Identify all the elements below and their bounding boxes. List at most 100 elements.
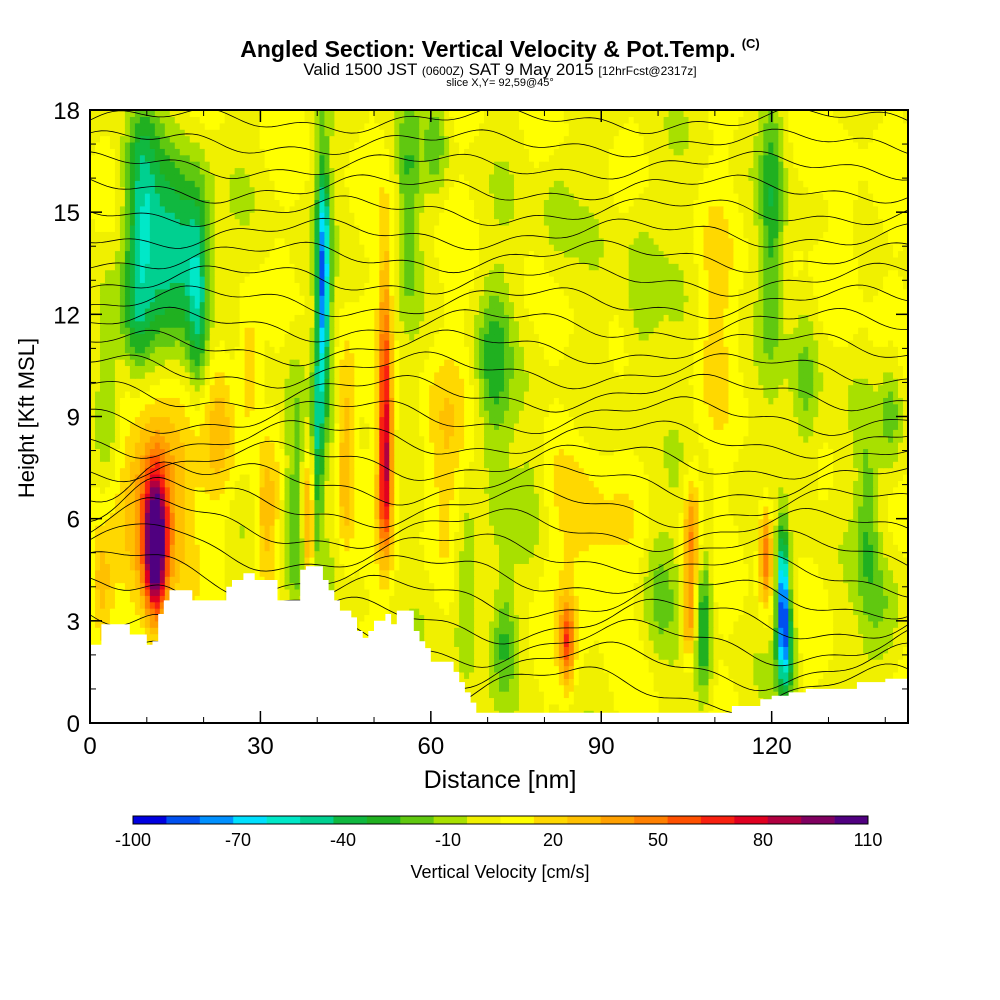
field-cell [548, 659, 555, 667]
field-cell [803, 659, 809, 667]
field-cell [783, 544, 789, 552]
field-cell [873, 576, 879, 584]
field-cell [424, 614, 430, 622]
field-cell [154, 588, 161, 596]
field-cell [419, 588, 425, 596]
field-cell [424, 633, 430, 641]
field-cell [818, 588, 824, 596]
field-cell [698, 684, 705, 692]
field-cell [793, 678, 799, 686]
field-cell [424, 569, 430, 577]
field-cell [703, 550, 710, 558]
field-cell [678, 588, 685, 596]
field-cell [773, 633, 779, 641]
field-cell [449, 550, 455, 558]
field-cell [608, 601, 615, 609]
field-cell [698, 646, 705, 654]
field-cell [279, 563, 286, 571]
field-cell [893, 652, 899, 660]
field-cell [713, 588, 720, 596]
field-cell [479, 703, 485, 711]
field-cell [868, 608, 874, 616]
field-cell [489, 652, 495, 660]
field-cell [738, 639, 744, 647]
field-cell [688, 697, 695, 705]
field-cell [109, 544, 116, 552]
field-cell [189, 595, 196, 603]
field-cell [653, 659, 660, 667]
field-cell [808, 563, 814, 571]
field-cell [633, 665, 640, 673]
field-cell [489, 639, 495, 647]
field-cell [668, 665, 675, 673]
field-cell [94, 550, 101, 558]
field-cell [858, 665, 864, 673]
field-cell [513, 531, 520, 539]
field-cell [663, 684, 670, 692]
field-cell [853, 588, 859, 596]
field-cell [369, 550, 375, 558]
field-cell [773, 608, 779, 616]
field-cell [718, 588, 725, 596]
field-cell [518, 556, 525, 564]
field-cell [189, 576, 196, 584]
field-cell [344, 576, 350, 584]
field-cell [219, 525, 226, 533]
field-cell [379, 576, 385, 584]
field-cell [903, 601, 908, 609]
field-cell [583, 556, 590, 564]
field-cell [698, 659, 705, 667]
field-cell [853, 678, 859, 686]
field-cell [648, 691, 655, 699]
field-cell [633, 588, 640, 596]
field-cell [863, 678, 869, 686]
field-cell [653, 646, 660, 654]
field-cell [523, 544, 530, 552]
field-cell [618, 646, 625, 654]
field-cell [603, 691, 610, 699]
field-cell [503, 537, 510, 545]
field-cell [723, 556, 730, 564]
field-cell [543, 614, 550, 622]
field-cell [179, 556, 186, 564]
field-cell [533, 684, 540, 692]
field-cell [114, 531, 121, 539]
field-cell [738, 646, 744, 654]
field-cell [653, 595, 660, 603]
field-cell [828, 646, 834, 654]
field-cell [878, 537, 884, 545]
field-cell [623, 659, 630, 667]
field-cell [469, 563, 475, 571]
field-cell [134, 601, 141, 609]
field-cell [628, 633, 635, 641]
field-cell [484, 576, 490, 584]
field-cell [598, 556, 605, 564]
field-cell [553, 691, 560, 699]
field-cell [618, 703, 625, 711]
field-cell [129, 614, 136, 622]
field-cell [823, 595, 829, 603]
field-cell [439, 582, 445, 590]
field-cell [818, 665, 824, 673]
field-cell [618, 563, 625, 571]
field-cell [593, 691, 600, 699]
field-cell [508, 665, 515, 673]
field-cell [728, 614, 735, 622]
field-cell [703, 537, 710, 545]
field-cell [623, 633, 630, 641]
field-cell [219, 550, 226, 558]
field-cell [513, 563, 520, 571]
field-cell [533, 678, 540, 686]
field-cell [748, 544, 754, 552]
field-cell [533, 633, 540, 641]
field-cell [668, 703, 675, 711]
field-cell [893, 595, 899, 603]
field-cell [853, 582, 859, 590]
field-cell [703, 576, 710, 584]
field-cell [838, 627, 844, 635]
field-cell [683, 678, 690, 686]
field-cell [843, 659, 849, 667]
field-cell [379, 563, 385, 571]
field-cell [503, 582, 510, 590]
field-cell [723, 582, 730, 590]
